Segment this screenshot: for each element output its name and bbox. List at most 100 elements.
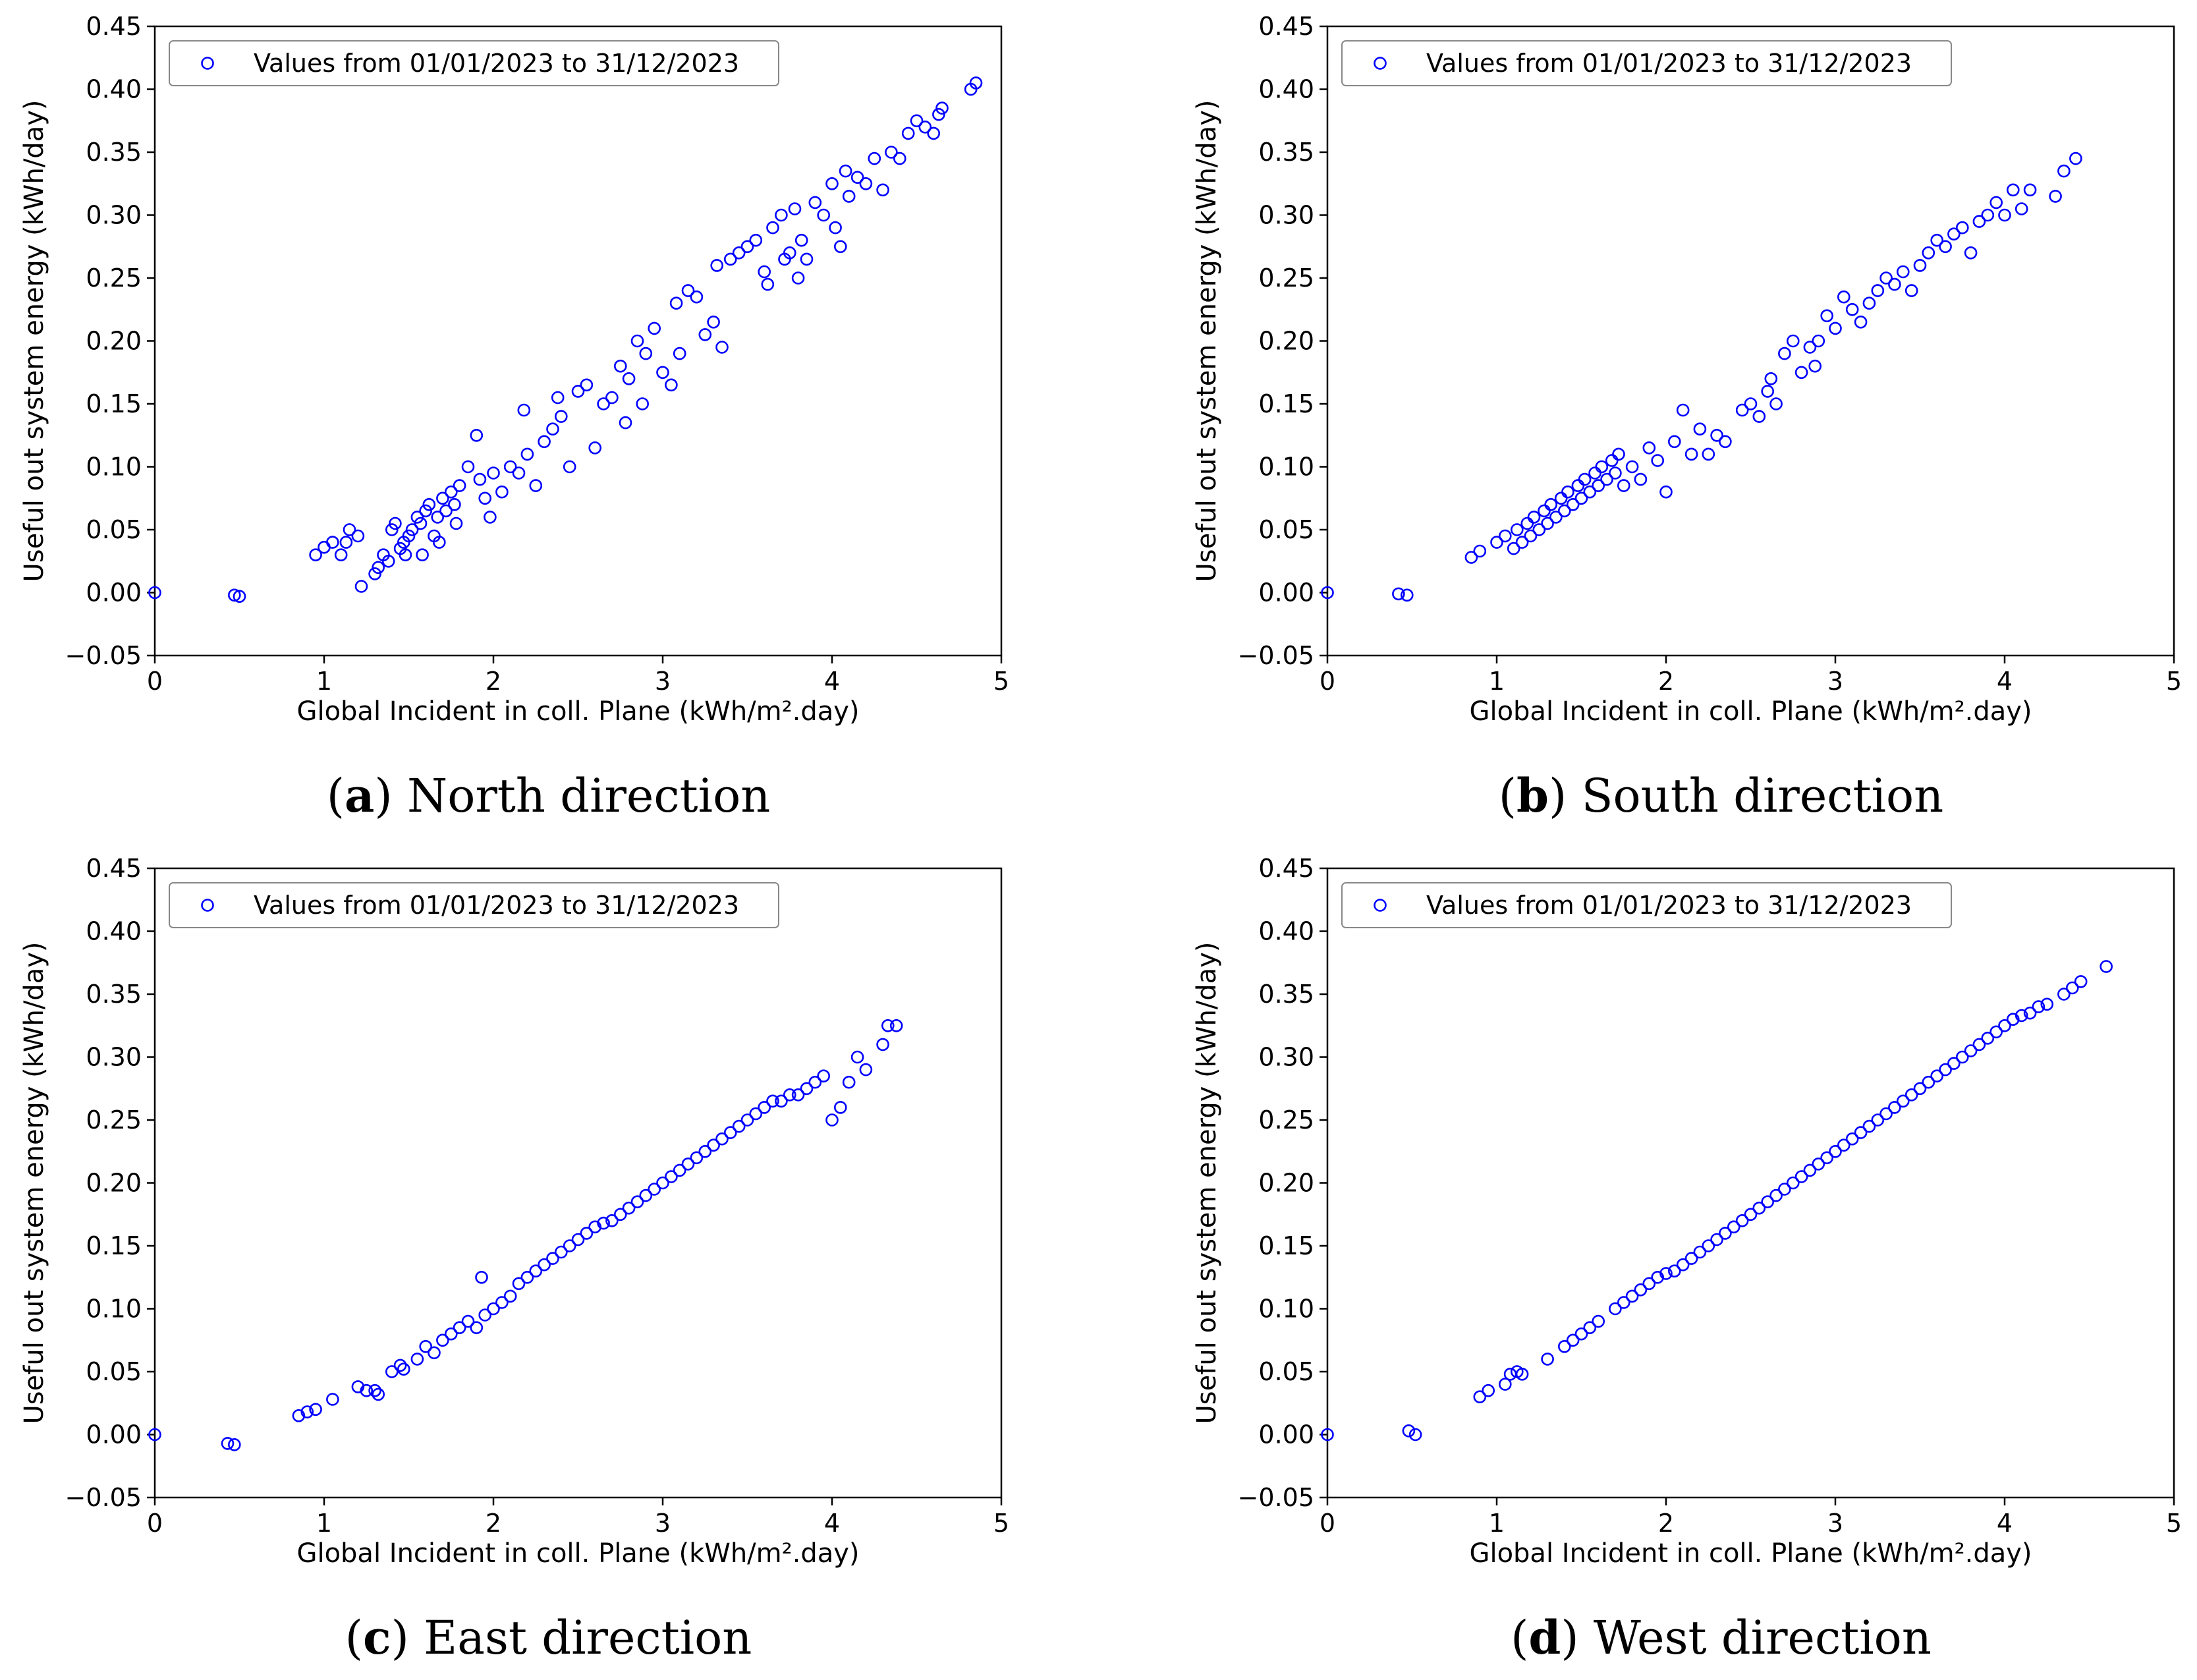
data-point bbox=[1972, 215, 1986, 228]
data-point bbox=[1574, 491, 1588, 505]
data-point bbox=[859, 1063, 873, 1077]
data-point bbox=[343, 523, 356, 536]
data-point bbox=[1727, 1220, 1740, 1234]
data-point bbox=[613, 359, 627, 373]
data-point bbox=[405, 523, 419, 536]
data-point bbox=[449, 517, 463, 530]
legend-marker bbox=[1374, 899, 1387, 912]
data-point bbox=[416, 548, 429, 562]
data-point bbox=[309, 1403, 322, 1416]
legend-label: Values from 01/01/2023 to 31/12/2023 bbox=[1426, 891, 1912, 920]
legend-label: Values from 01/01/2023 to 31/12/2023 bbox=[254, 49, 739, 78]
data-point bbox=[571, 1233, 585, 1246]
data-point bbox=[901, 126, 915, 140]
data-point bbox=[1583, 485, 1597, 499]
data-point bbox=[428, 1346, 441, 1360]
y-tick-label: 0.15 bbox=[86, 389, 142, 418]
data-point bbox=[622, 372, 636, 385]
data-point bbox=[935, 101, 949, 115]
data-point bbox=[766, 221, 779, 235]
y-tick-label: −0.05 bbox=[65, 1483, 142, 1512]
data-point bbox=[791, 271, 805, 285]
data-point bbox=[1998, 1019, 2011, 1032]
data-point bbox=[495, 485, 509, 499]
data-point bbox=[1609, 1302, 1622, 1316]
data-point bbox=[1558, 1340, 1571, 1353]
data-point bbox=[597, 1216, 610, 1230]
data-point bbox=[475, 1271, 488, 1284]
data-point bbox=[546, 422, 559, 436]
data-point bbox=[850, 1050, 864, 1064]
y-tick-label: 0.20 bbox=[86, 1169, 142, 1198]
data-point bbox=[227, 1438, 241, 1451]
data-point bbox=[859, 177, 873, 190]
data-point bbox=[1913, 1082, 1927, 1096]
data-point bbox=[1578, 472, 1592, 486]
x-tick-label: 5 bbox=[993, 667, 1009, 696]
panel-caption-text: North direction bbox=[407, 769, 770, 823]
data-point bbox=[1527, 511, 1541, 524]
data-point bbox=[1592, 1314, 1605, 1328]
data-point bbox=[2069, 152, 2082, 165]
data-point bbox=[487, 466, 500, 480]
data-point bbox=[842, 190, 856, 203]
y-tick-label: 0.15 bbox=[86, 1231, 142, 1260]
y-tick-label: 0.40 bbox=[1258, 75, 1314, 104]
data-point bbox=[707, 1138, 720, 1152]
data-point bbox=[1625, 460, 1639, 474]
data-point bbox=[656, 1176, 669, 1190]
data-point bbox=[1812, 1158, 1825, 1171]
data-point bbox=[724, 1126, 737, 1139]
y-axis-label: Useful out system energy (kWh/day) bbox=[19, 100, 49, 582]
x-tick-label: 1 bbox=[1489, 1509, 1505, 1538]
data-point bbox=[1752, 410, 1766, 423]
data-point bbox=[422, 497, 436, 511]
data-point bbox=[673, 1163, 686, 1177]
data-point bbox=[1499, 529, 1512, 543]
data-point bbox=[932, 107, 945, 121]
data-point bbox=[2015, 202, 2028, 215]
x-tick-label: 1 bbox=[1489, 667, 1505, 696]
y-tick-label: 0.00 bbox=[1258, 1420, 1314, 1449]
data-point bbox=[1321, 1428, 1334, 1442]
data-point bbox=[775, 208, 788, 222]
data-point bbox=[1956, 221, 1969, 235]
data-point bbox=[1507, 542, 1520, 555]
y-tick-label: 0.10 bbox=[86, 1295, 142, 1324]
data-point bbox=[1744, 1208, 1758, 1221]
y-tick-label: 0.05 bbox=[86, 1357, 142, 1386]
data-point bbox=[1321, 586, 1334, 600]
x-axis-label: Global Incident in coll. Plane (kWh/m².d… bbox=[296, 1538, 859, 1569]
data-point bbox=[1490, 536, 1503, 549]
data-point bbox=[893, 152, 906, 165]
data-point bbox=[1634, 1283, 1648, 1297]
data-point bbox=[876, 1038, 889, 1051]
data-point bbox=[503, 460, 517, 474]
y-tick-label: 0.30 bbox=[86, 201, 142, 230]
legend-box bbox=[1341, 40, 1952, 86]
data-point bbox=[2100, 960, 2113, 973]
data-point bbox=[588, 1220, 602, 1234]
legend-label: Values from 01/01/2023 to 31/12/2023 bbox=[254, 891, 739, 920]
data-point bbox=[868, 152, 881, 165]
data-point bbox=[1803, 341, 1817, 354]
x-tick-label: 4 bbox=[1997, 667, 2013, 696]
data-point bbox=[2040, 997, 2054, 1011]
chart-panel-a: 0 1 2 3 4 5 −0.05 0.00 0.05 0.10 0.15 0.20 0.25 0.30 0… bbox=[19, 12, 1009, 823]
data-point bbox=[1541, 1353, 1554, 1366]
data-point bbox=[673, 347, 686, 360]
data-point bbox=[1778, 347, 1791, 360]
data-point bbox=[1905, 1088, 1918, 1102]
y-tick-label: 0.25 bbox=[86, 264, 142, 293]
x-tick-label: 1 bbox=[316, 1509, 332, 1538]
x-tick-label: 2 bbox=[486, 1509, 501, 1538]
data-point bbox=[334, 548, 348, 562]
data-point bbox=[410, 1353, 424, 1366]
data-point bbox=[385, 1365, 399, 1378]
data-point bbox=[1541, 517, 1554, 530]
data-point bbox=[783, 1088, 796, 1102]
panel-caption: (b) South direction bbox=[1499, 768, 1944, 823]
data-point bbox=[360, 1384, 374, 1397]
data-point bbox=[1558, 504, 1571, 518]
data-point bbox=[470, 428, 484, 442]
